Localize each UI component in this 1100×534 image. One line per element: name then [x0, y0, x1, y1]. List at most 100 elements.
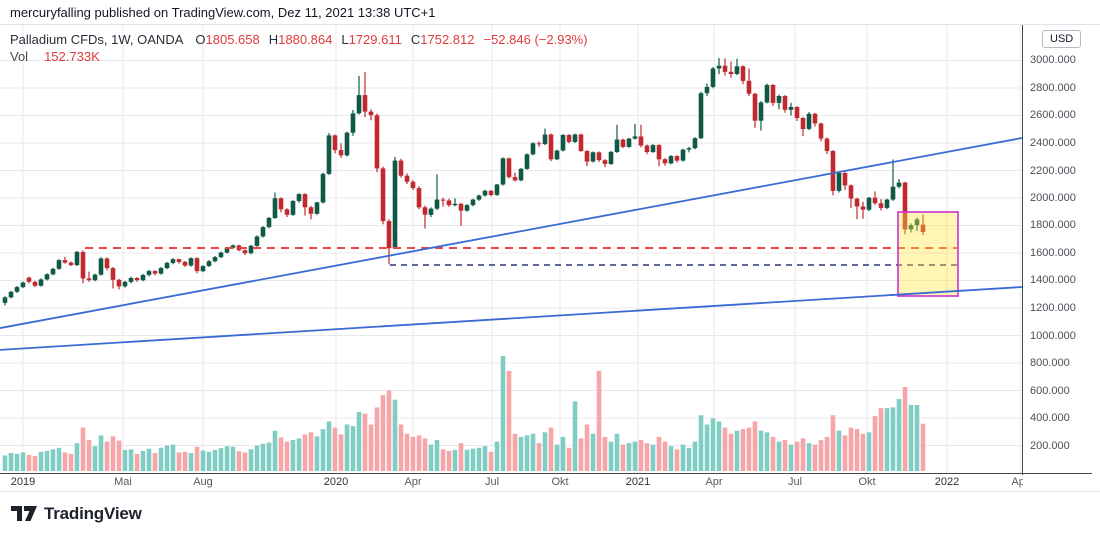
candle [590, 151, 596, 163]
candle [386, 219, 392, 265]
long-term-support-trendline [0, 286, 1022, 351]
time-label: Okt [551, 476, 569, 488]
candle [86, 271, 92, 282]
candle [506, 157, 512, 179]
time-label: 2020 [323, 476, 349, 488]
candle [572, 133, 578, 143]
candle [500, 157, 506, 186]
price-label: 400.000 [1030, 412, 1070, 424]
candle [644, 144, 650, 155]
legend-volume-row: Vol 152.733K [10, 48, 588, 65]
ohlc-close-value: 1752.812 [420, 32, 475, 47]
ohlc-open-value: 1805.658 [205, 32, 260, 47]
candle [278, 197, 284, 213]
candle [314, 201, 320, 215]
ohlc-low: L1729.611 [341, 32, 402, 47]
candle [518, 168, 524, 182]
candle [104, 257, 110, 271]
candles-layer [2, 58, 926, 306]
time-label: 2019 [10, 476, 36, 488]
candle [416, 186, 422, 210]
candle [758, 101, 764, 131]
candle [530, 142, 536, 156]
candle [482, 189, 488, 197]
candle [578, 133, 584, 152]
candle [902, 181, 908, 235]
candle [620, 138, 626, 149]
candle [602, 159, 608, 168]
price-axis[interactable]: USD 200.000 400.000 600.000 800.000 1000.000… [1022, 25, 1100, 473]
time-label: Apr [1011, 476, 1023, 488]
candle [356, 75, 362, 115]
attribution-text: mercuryfalling published on TradingView.… [10, 4, 436, 20]
candle [308, 206, 314, 220]
candle [14, 286, 20, 293]
price-label: 2400.000 [1030, 137, 1076, 149]
price-label: 3000.000 [1030, 54, 1076, 66]
candle [92, 273, 98, 282]
price-label: 2600.000 [1030, 109, 1076, 121]
footer-bar: TradingView [0, 491, 1100, 534]
candle [128, 276, 134, 284]
candle [692, 137, 698, 150]
candle [746, 68, 752, 97]
tradingview-logo-link[interactable]: TradingView [11, 504, 142, 524]
price-label: 1400.000 [1030, 274, 1076, 286]
candle [872, 191, 878, 205]
candle [302, 193, 308, 216]
time-axis[interactable]: 2019 Mai Aug 2020 Apr Jul Okt 2021 Apr Jul Okt 2022… [0, 475, 1023, 490]
candle [182, 261, 188, 267]
candle [728, 61, 734, 78]
candle [38, 278, 44, 287]
candle [116, 278, 122, 290]
candle [542, 128, 548, 146]
highlight-box [897, 211, 959, 297]
candle [164, 261, 170, 270]
candle [44, 273, 50, 281]
time-label: Aug [193, 476, 213, 488]
candle [812, 113, 818, 127]
candle [368, 109, 374, 121]
candle [662, 158, 668, 166]
candle [26, 276, 32, 284]
volume-layer [2, 356, 926, 472]
candle [422, 205, 428, 229]
candle [548, 133, 554, 162]
price-label: 2200.000 [1030, 165, 1076, 177]
candle [350, 110, 356, 136]
rising-resistance-trendline [0, 137, 1022, 329]
price-label: 200.000 [1030, 440, 1070, 452]
time-label: Jul [787, 476, 803, 488]
ohlc-high: H1880.864 [268, 32, 333, 47]
candle [242, 249, 248, 256]
candle [188, 257, 194, 267]
candle [68, 261, 74, 267]
candle [674, 155, 680, 163]
time-label: 2021 [625, 476, 651, 488]
candle [752, 92, 758, 128]
candle [32, 280, 38, 288]
candle [200, 265, 206, 273]
candle [332, 134, 338, 154]
candle [62, 256, 68, 264]
time-label: Apr [705, 476, 723, 488]
candle [716, 58, 722, 75]
candle [464, 204, 470, 212]
candle [362, 72, 368, 118]
chart-pane[interactable]: Palladium CFDs, 1W, OANDA O1805.658 H188… [0, 25, 1022, 473]
candle [344, 131, 350, 157]
candle [98, 257, 104, 276]
candle [158, 267, 164, 275]
candle [884, 198, 890, 209]
candle [374, 113, 380, 173]
candle [458, 202, 464, 226]
symbol-title: Palladium CFDs, 1W, OANDA [10, 32, 184, 47]
ohlc-high-value: 1880.864 [278, 32, 333, 47]
candle [134, 277, 140, 282]
candle [920, 214, 926, 236]
candle [446, 198, 452, 207]
price-label: 1200.000 [1030, 302, 1076, 314]
candle [380, 166, 386, 225]
candle [2, 296, 8, 306]
